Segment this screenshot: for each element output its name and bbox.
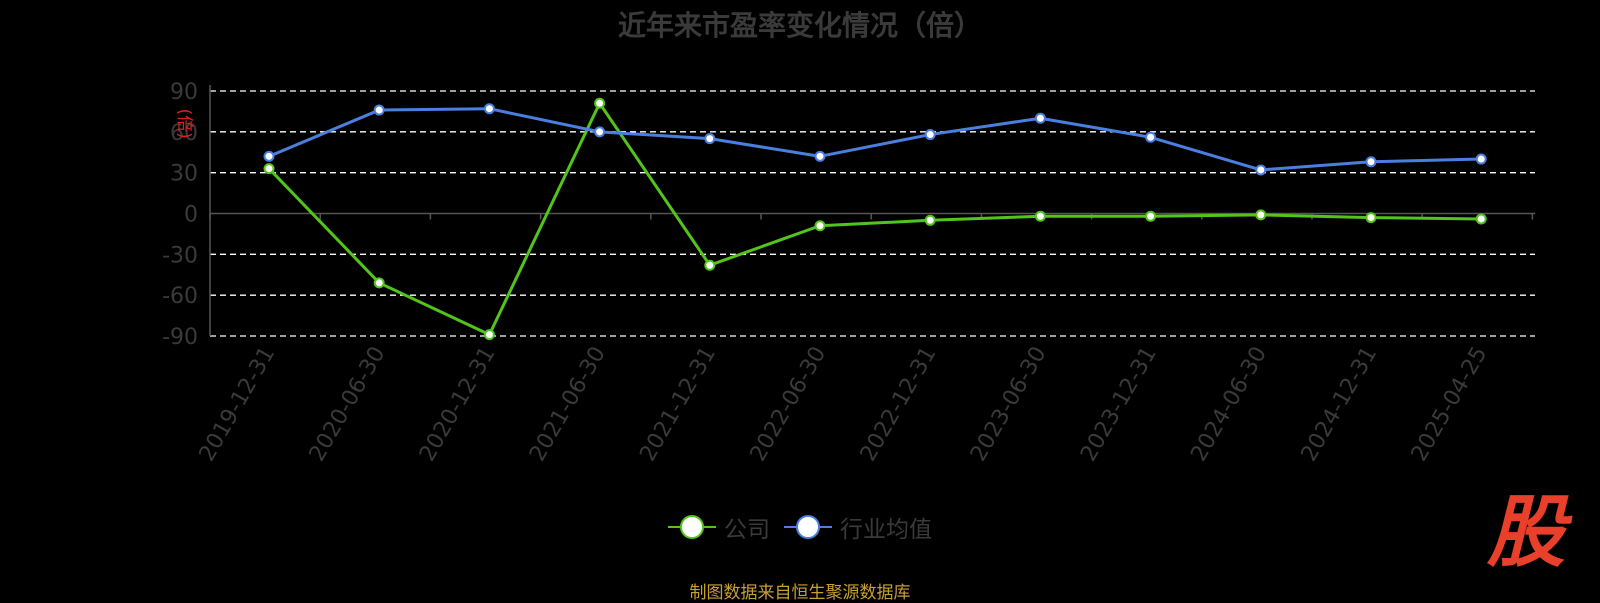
y-tick-label: 0: [184, 203, 198, 228]
data-point: [924, 129, 936, 141]
chart-title: 近年来市盈率变化情况（倍）: [617, 9, 982, 42]
legend-item-industry[interactable]: 行业均值: [784, 510, 932, 544]
data-source-note: 制图数据来自恒生聚源数据库: [689, 583, 911, 603]
y-tick-label: 90: [170, 80, 198, 105]
data-point: [704, 259, 716, 271]
data-point: [594, 97, 606, 109]
y-tick-label: -30: [162, 243, 198, 268]
data-point: [814, 150, 826, 162]
x-tick-label: 2019-12-31: [195, 343, 281, 466]
legend-label-company: 公司: [724, 517, 770, 543]
x-tick-label: 2023-06-30: [966, 343, 1052, 466]
x-tick-label: 2021-12-31: [635, 343, 721, 466]
x-tick-label: 2021-06-30: [525, 343, 611, 466]
series-line-1: [268, 107, 1482, 172]
grid-lines: [210, 90, 1535, 337]
data-point: [373, 104, 385, 116]
data-point: [1475, 213, 1487, 225]
brand-logo: 股: [1487, 487, 1566, 578]
series-group: [263, 97, 1487, 341]
x-tick-label: 2025-04-25: [1407, 343, 1493, 466]
legend: 公司 行业均值: [0, 510, 1600, 544]
x-tick-label: 2022-06-30: [746, 343, 832, 466]
data-point: [1145, 131, 1157, 143]
legend-marker-company: [668, 515, 716, 539]
data-point: [1034, 210, 1046, 222]
x-tick-label: 2024-12-31: [1297, 343, 1383, 466]
data-point: [263, 150, 275, 162]
y-tick-label: -60: [162, 284, 198, 309]
x-tick-label: 2020-12-31: [415, 343, 501, 466]
data-point: [1365, 212, 1377, 224]
data-point: [483, 103, 495, 115]
data-point: [1365, 156, 1377, 168]
data-point: [483, 329, 495, 341]
series-line-0: [267, 101, 1482, 337]
x-tick-label: 2024-06-30: [1186, 343, 1272, 466]
data-point: [704, 133, 716, 145]
y-axis-label: (倍): [174, 109, 194, 139]
data-point: [924, 214, 936, 226]
data-point: [814, 220, 826, 232]
y-tick-label: 30: [170, 162, 198, 187]
legend-marker-industry: [784, 515, 832, 539]
data-point: [373, 277, 385, 289]
data-point: [263, 163, 275, 175]
y-tick-label: -90: [162, 325, 198, 350]
data-point: [1145, 210, 1157, 222]
data-point: [1034, 112, 1046, 124]
y-tick-label: 60: [170, 121, 198, 146]
legend-label-industry: 行业均值: [840, 517, 932, 543]
data-point: [1255, 209, 1267, 221]
data-point: [1255, 164, 1267, 176]
data-point: [594, 126, 606, 138]
x-tick-label: 2020-06-30: [305, 343, 391, 466]
legend-item-company[interactable]: 公司: [668, 510, 770, 544]
x-tick-label: 2022-12-31: [856, 342, 942, 465]
data-point: [1475, 153, 1487, 165]
x-tick-label: 2023-12-31: [1076, 343, 1162, 466]
